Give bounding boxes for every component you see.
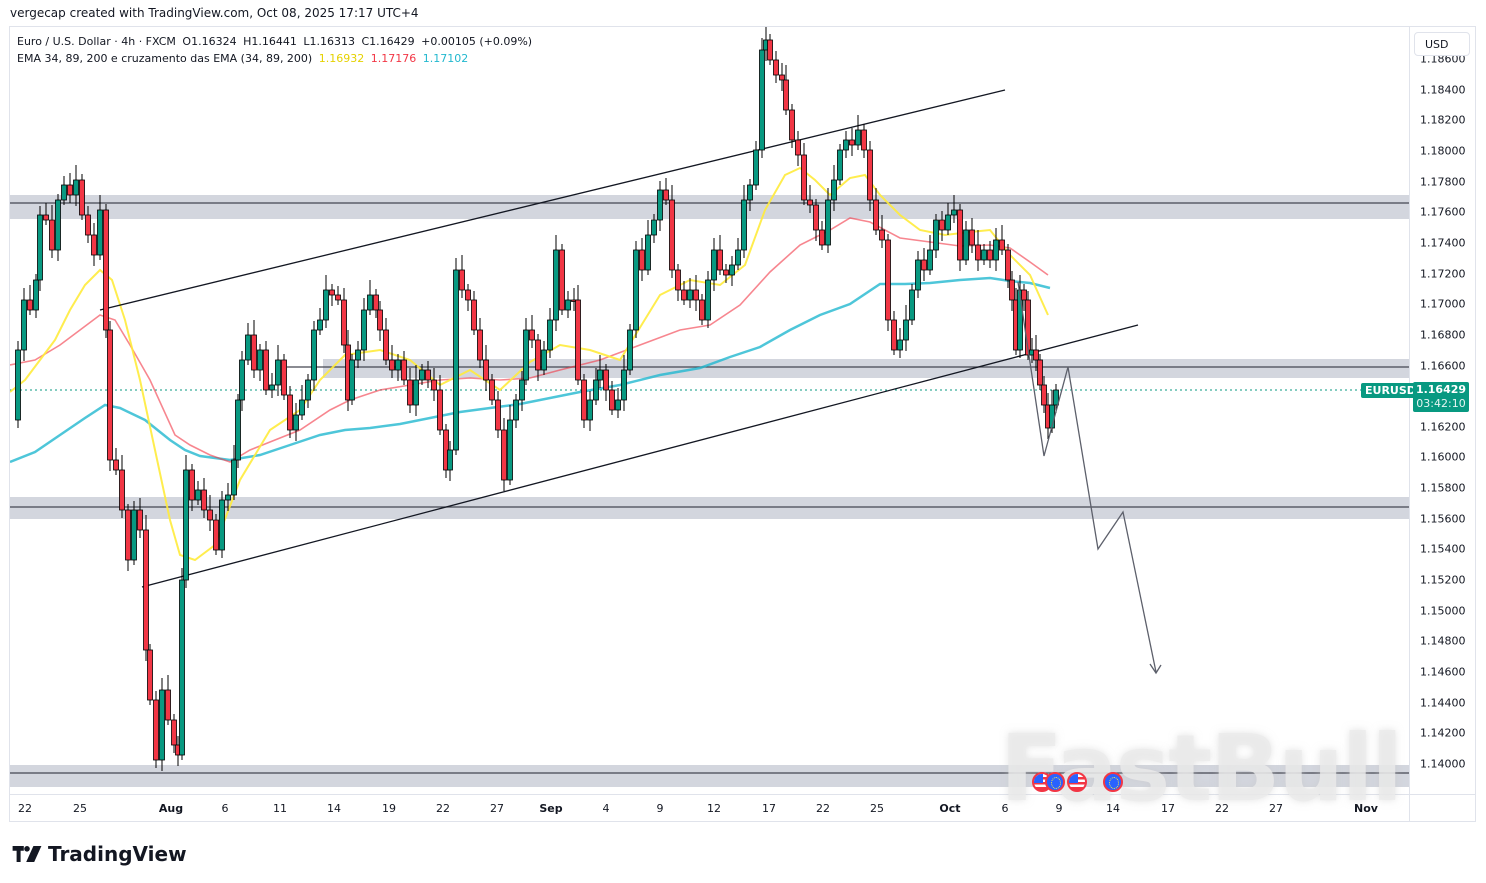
price-tick: 1.16200 (1420, 420, 1466, 434)
time-tick: Nov (1354, 802, 1378, 815)
symbol-title: Euro / U.S. Dollar · 4h · FXCM (17, 35, 176, 48)
eu-flag-event-icon[interactable] (1103, 772, 1123, 792)
time-tick: 25 (870, 802, 884, 815)
ema200-value: 1.17102 (422, 52, 469, 65)
ema200-line (10, 276, 1051, 464)
time-axis[interactable]: 22 25 Aug 6 11 14 19 22 27 Sep 4 9 12 17 22 25 Oct 6 9 14 17… (10, 794, 1409, 822)
price-tick: 1.14600 (1420, 665, 1466, 679)
tradingview-logo-text: TradingView (48, 842, 187, 866)
time-tick: 9 (1055, 802, 1063, 815)
chart-frame (9, 26, 1476, 822)
ohlc-change: +0.00105 (+0.09%) (421, 35, 533, 48)
price-tick: 1.15800 (1420, 481, 1466, 495)
ema89-line (10, 217, 1049, 463)
time-tick: 22 (18, 802, 32, 815)
time-tick: 25 (73, 802, 87, 815)
bar-countdown: 03:42:10 (1416, 397, 1466, 410)
ohlc-open: O1.16324 (182, 35, 237, 48)
ohlc-high: H1.16441 (243, 35, 297, 48)
time-tick: 27 (490, 802, 504, 815)
price-tick: 1.15200 (1420, 573, 1466, 587)
time-tick: 14 (1106, 802, 1120, 815)
channel-upper-line (99, 89, 1006, 311)
us-flag-event-icon[interactable] (1067, 772, 1087, 792)
price-tick: 1.14400 (1420, 696, 1466, 710)
projection-arrowhead (1149, 663, 1162, 675)
indicator-legend[interactable]: EMA 34, 89, 200 e cruzamento das EMA (34… (17, 52, 471, 65)
attribution: vergecap created with TradingView.com, O… (10, 6, 419, 20)
ohlc-low: L1.16313 (303, 35, 355, 48)
symbol-price-label: EURUSD (1361, 383, 1420, 398)
price-tick: 1.17000 (1420, 297, 1466, 311)
time-tick: Oct (939, 802, 961, 815)
candlestick-chart (10, 27, 1409, 787)
time-tick: Sep (539, 802, 563, 815)
time-tick: 17 (762, 802, 776, 815)
tradingview-logo: TradingView (12, 842, 187, 866)
candles (15, 27, 1059, 771)
currency-button[interactable]: USD (1414, 32, 1470, 56)
ema34-value: 1.16932 (318, 52, 365, 65)
ohlc-close: C1.16429 (361, 35, 415, 48)
zones (10, 195, 1409, 787)
time-tick: 27 (1269, 802, 1283, 815)
indicator-name: EMA 34, 89, 200 e cruzamento das EMA (34… (17, 52, 313, 65)
channel-lower-line (141, 324, 1139, 588)
price-tick: 1.16800 (1420, 328, 1466, 342)
last-price-value: 1.16429 (1415, 383, 1467, 396)
time-tick: 9 (656, 802, 664, 815)
price-tick: 1.17400 (1420, 236, 1466, 250)
time-tick: 6 (1001, 802, 1009, 815)
price-tick: 1.14000 (1420, 757, 1466, 771)
time-tick: 12 (707, 802, 721, 815)
price-tick: 1.15000 (1420, 604, 1466, 618)
time-tick: 6 (221, 802, 229, 815)
last-price-label: 1.16429 03:42:10 (1413, 382, 1469, 412)
ema89-value: 1.17176 (370, 52, 417, 65)
time-tick: 22 (816, 802, 830, 815)
price-tick: 1.15600 (1420, 512, 1466, 526)
tradingview-logo-icon (12, 846, 42, 862)
time-tick: 17 (1161, 802, 1175, 815)
time-tick: 19 (382, 802, 396, 815)
time-tick: Aug (158, 802, 184, 815)
price-tick: 1.17600 (1420, 205, 1466, 219)
price-tick: 1.15400 (1420, 542, 1466, 556)
time-tick: 22 (1215, 802, 1229, 815)
price-tick: 1.18000 (1420, 144, 1466, 158)
price-tick: 1.18400 (1420, 83, 1466, 97)
price-tick: 1.16000 (1420, 450, 1466, 464)
symbol-legend[interactable]: Euro / U.S. Dollar · 4h · FXCM O1.16324 … (17, 35, 535, 48)
price-tick: 1.17800 (1420, 175, 1466, 189)
eu-flag-event-icon[interactable] (1045, 772, 1065, 792)
axis-corner (1409, 794, 1476, 822)
price-tick: 1.16600 (1420, 359, 1466, 372)
price-tick: 1.14200 (1420, 726, 1466, 740)
time-tick: 22 (436, 802, 450, 815)
price-tick: 1.18200 (1420, 113, 1466, 127)
price-tick: 1.17200 (1420, 267, 1466, 281)
projection-path (1017, 281, 1157, 673)
time-tick: 11 (273, 802, 287, 815)
time-tick: 14 (327, 802, 341, 815)
ema34-line (10, 166, 1049, 562)
price-tick: 1.14800 (1420, 634, 1466, 648)
time-tick: 4 (602, 802, 610, 815)
chart-plot-area[interactable] (10, 27, 1409, 794)
